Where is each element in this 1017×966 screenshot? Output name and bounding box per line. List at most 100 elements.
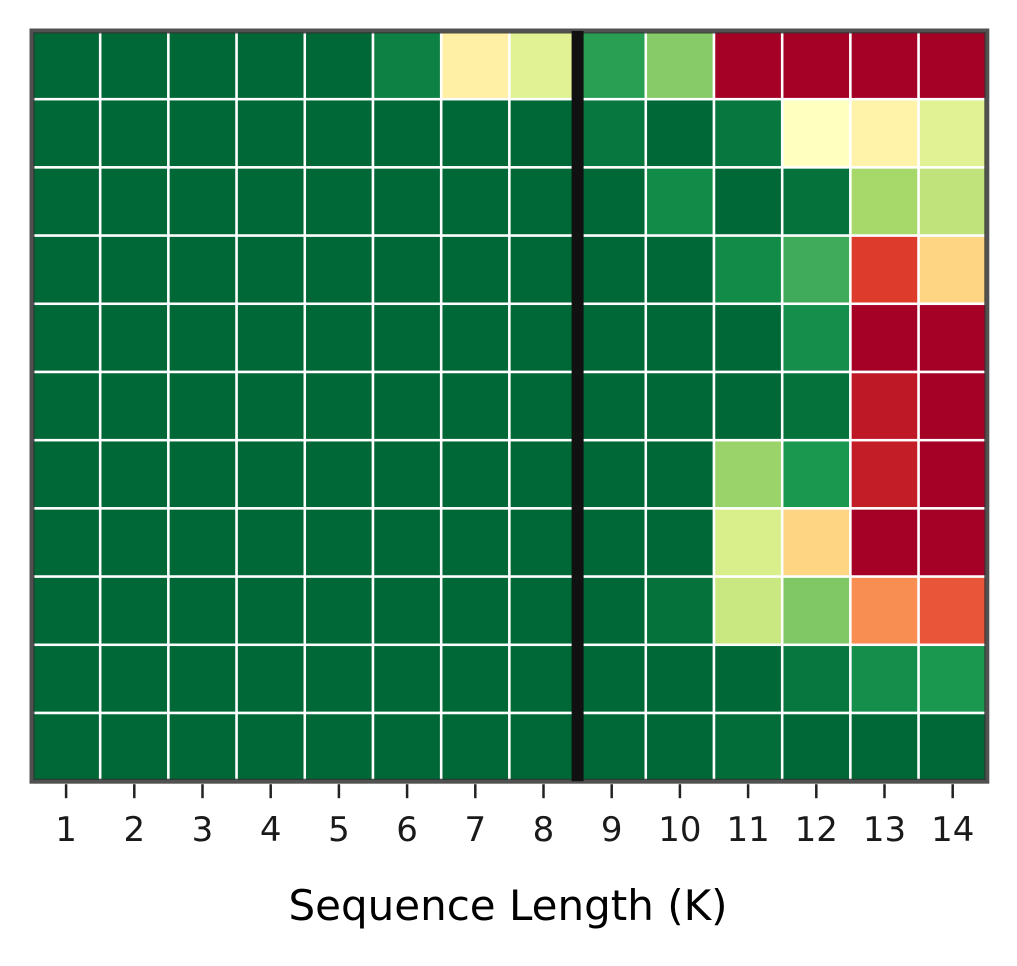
heatmap-cell [439,711,511,783]
heatmap-cell [439,507,511,578]
x-tick-label: 8 [533,810,555,850]
heatmap-cell [849,166,920,237]
heatmap-cell [644,97,716,169]
x-tick-label: 10 [658,810,701,850]
heatmap-cell [30,507,102,578]
heatmap-cell [98,302,170,374]
heatmap-cell [508,166,579,237]
heatmap-cell [235,97,307,169]
heatmap-cell [917,97,989,169]
heatmap-cell [371,507,443,578]
heatmap-cell [439,29,511,101]
heatmap-cell [30,575,102,647]
heatmap-cell [371,302,443,374]
heatmap-cell [508,643,579,715]
heatmap-cell [30,234,102,306]
heatmap-cell [439,97,511,169]
heatmap-cell [849,370,920,442]
heatmap-cell [508,370,579,442]
heatmap-cell [439,370,511,442]
x-tick-label: 14 [931,810,974,850]
heatmap-cell [576,97,648,169]
heatmap-cell [303,575,375,647]
heatmap-cell [303,370,375,442]
heatmap-cell [371,370,443,442]
heatmap-cell [30,643,102,715]
heatmap-cell [576,302,648,374]
heatmap-cell [303,166,375,237]
x-tick-label: 4 [260,810,282,850]
heatmap-cell [780,711,852,783]
heatmap-cell [167,302,238,374]
heatmap-cell [849,97,920,169]
x-tick-label: 13 [863,810,906,850]
heatmap-cell [644,438,716,510]
heatmap-cell [167,507,238,578]
heatmap-cell [849,575,920,647]
heatmap-cell [712,234,784,306]
heatmap-cell [508,97,579,169]
x-tick-label: 2 [123,810,145,850]
heatmap-cell [712,575,784,647]
heatmap-cell [235,507,307,578]
heatmap-cell [235,234,307,306]
heatmap-cell [712,507,784,578]
heatmap-cell [644,507,716,578]
heatmap-cell [917,643,989,715]
heatmap-cell [235,643,307,715]
heatmap-cell [439,302,511,374]
heatmap-cell [917,438,989,510]
heatmap-cell [780,643,852,715]
heatmap-cell [508,438,579,510]
heatmap-cell [167,97,238,169]
heatmap-cell [508,302,579,374]
heatmap-cell [644,302,716,374]
heatmap-cell [917,370,989,442]
heatmap-cell [235,166,307,237]
heatmap-cell [917,166,989,237]
heatmap-cell [439,166,511,237]
heatmap-cell [644,643,716,715]
heatmap-cell [371,575,443,647]
x-tick-label: 12 [795,810,838,850]
x-tick-label: 1 [55,810,77,850]
heatmap-cell [303,234,375,306]
heatmap-cell [780,234,852,306]
heatmap-cell [576,166,648,237]
heatmap-cell [508,711,579,783]
heatmap-cell [167,575,238,647]
heatmap-cell [576,711,648,783]
heatmap-cell [508,575,579,647]
plot-frame [29,28,990,784]
heatmap-cell [576,234,648,306]
heatmap-cell [98,711,170,783]
heatmap-cell [780,370,852,442]
heatmap-cell [98,29,170,101]
heatmap-cell [235,438,307,510]
heatmap-cell [235,302,307,374]
heatmap-cell [576,438,648,510]
heatmap-cell [917,234,989,306]
heatmap-cell [371,97,443,169]
heatmap-cell [849,643,920,715]
x-axis-ticks: 1 2 3 4 5 6 7 8 9 10 11 12 13 14 [55,784,974,850]
heatmap-cell [917,29,989,101]
heatmap-cell [371,643,443,715]
heatmap-cell [303,29,375,101]
heatmap-cell [780,97,852,169]
heatmap-cell [644,370,716,442]
x-tick-label: 11 [726,810,769,850]
heatmap-cell [576,643,648,715]
heatmap-cell [30,29,102,101]
heatmap-cell [576,370,648,442]
heatmap-cell [30,370,102,442]
heatmap-cell [849,234,920,306]
heatmap-cell [917,507,989,578]
heatmap-cell [98,370,170,442]
heatmap-cell [303,711,375,783]
heatmap-cell [30,302,102,374]
heatmap-cell [167,166,238,237]
heatmap-cell [576,29,648,101]
heatmap-cell [439,234,511,306]
